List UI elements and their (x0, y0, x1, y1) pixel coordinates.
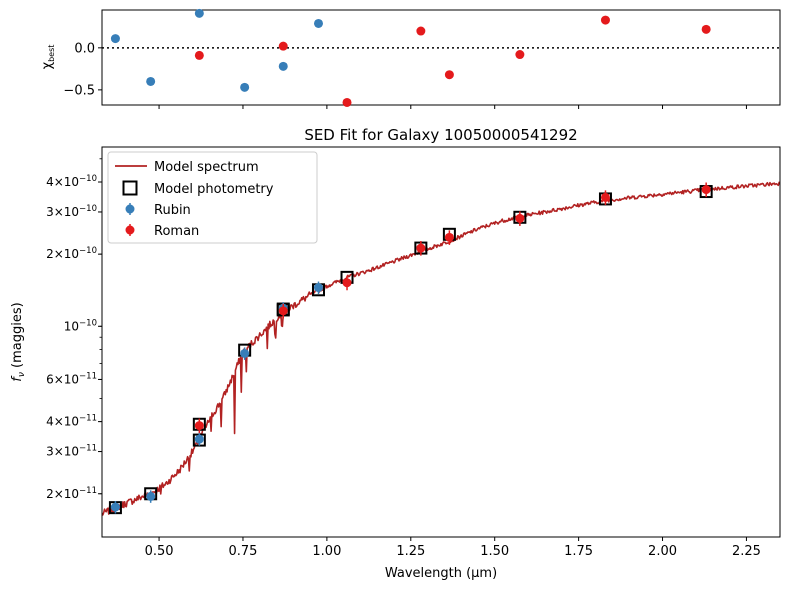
residual-point-roman (342, 97, 352, 107)
observed-point-roman (194, 421, 204, 431)
y-tick-label: 2×10−10 (46, 246, 97, 261)
y-tick-label: 3×10−10 (46, 204, 97, 219)
legend-dot-icon (125, 204, 135, 214)
y-tick-label: 2×10−11 (46, 486, 97, 501)
residual-point-rubin (278, 61, 288, 71)
observed-point-roman (600, 192, 610, 202)
residual-axes-frame (101, 9, 781, 106)
sed-axes-frame (101, 146, 781, 538)
sed-panel: SED Fit for Galaxy 10050000541292 2×10−1… (10, 126, 781, 581)
observed-point-rubin (194, 434, 204, 444)
x-axis-label: Wavelength (μm) (385, 566, 497, 581)
observed-point-rubin (240, 348, 250, 358)
observed-point-roman (278, 306, 288, 316)
residual-points (110, 8, 711, 107)
sed-x-ticks: 0.50 0.75 1.00 1.25 1.50 1.75 2.00 2.25 (145, 537, 761, 559)
residual-point-roman (444, 70, 454, 80)
residual-point-rubin (110, 34, 120, 44)
chart-title: SED Fit for Galaxy 10050000541292 (304, 126, 577, 144)
residual-panel: 0.0 −0.5 χbest (40, 8, 781, 109)
residual-point-rubin (313, 18, 323, 28)
x-tick-label: 1.50 (480, 544, 509, 559)
residual-point-roman (416, 26, 426, 36)
model-spectrum-line (102, 181, 780, 516)
residual-y-label: χbest (40, 45, 56, 70)
residual-point-roman (194, 50, 204, 60)
residual-point-rubin (240, 82, 250, 92)
residual-point-rubin (194, 8, 204, 18)
y-tick-label: 6×10−11 (46, 371, 97, 386)
legend-label-rubin: Rubin (154, 203, 191, 218)
y-tick-label: −0.5 (63, 83, 95, 98)
y-axis-label: fν (maggies) (10, 302, 27, 381)
model-spectrum (102, 181, 780, 516)
legend-label-roman: Roman (154, 224, 199, 239)
residual-y-ticks: 0.0 −0.5 (63, 41, 102, 98)
residual-x-ticks (158, 105, 747, 109)
residual-point-rubin (146, 76, 156, 86)
y-tick-label: 10−10 (64, 318, 97, 333)
observed-photometry (110, 182, 711, 514)
y-tick-label: 3×10−11 (46, 444, 97, 459)
observed-point-roman (342, 278, 352, 288)
residual-point-roman (515, 50, 525, 60)
legend-square-icon (122, 180, 138, 196)
legend: Model spectrum Model photometry Rubin Ro… (107, 151, 318, 244)
legend-box (107, 151, 318, 244)
observed-point-rubin (313, 283, 323, 293)
y-tick-label: 4×10−10 (46, 174, 97, 189)
x-tick-label: 0.50 (145, 544, 174, 559)
observed-point-rubin (110, 502, 120, 512)
legend-label-model-photometry: Model photometry (154, 182, 274, 197)
x-tick-label: 1.75 (564, 544, 593, 559)
observed-point-roman (444, 232, 454, 242)
residual-point-roman (701, 24, 711, 34)
sed-y-ticks: 2×10−11 3×10−11 4×10−11 6×10−11 10−10 2×10−10… (46, 158, 102, 501)
legend-dot-icon (125, 225, 135, 235)
x-tick-label: 1.00 (312, 544, 341, 559)
observed-point-roman (416, 243, 426, 253)
observed-point-roman (515, 213, 525, 223)
residual-point-roman (600, 15, 610, 25)
y-tick-label: 0.0 (74, 41, 95, 56)
x-tick-label: 0.75 (228, 544, 257, 559)
residual-point-roman (278, 41, 288, 51)
x-tick-label: 2.25 (732, 544, 761, 559)
legend-label-model-spectrum: Model spectrum (154, 160, 259, 175)
x-tick-label: 1.25 (396, 544, 425, 559)
y-tick-label: 4×10−11 (46, 414, 97, 429)
observed-point-roman (701, 185, 711, 195)
observed-point-rubin (146, 491, 156, 501)
x-tick-label: 2.00 (648, 544, 677, 559)
